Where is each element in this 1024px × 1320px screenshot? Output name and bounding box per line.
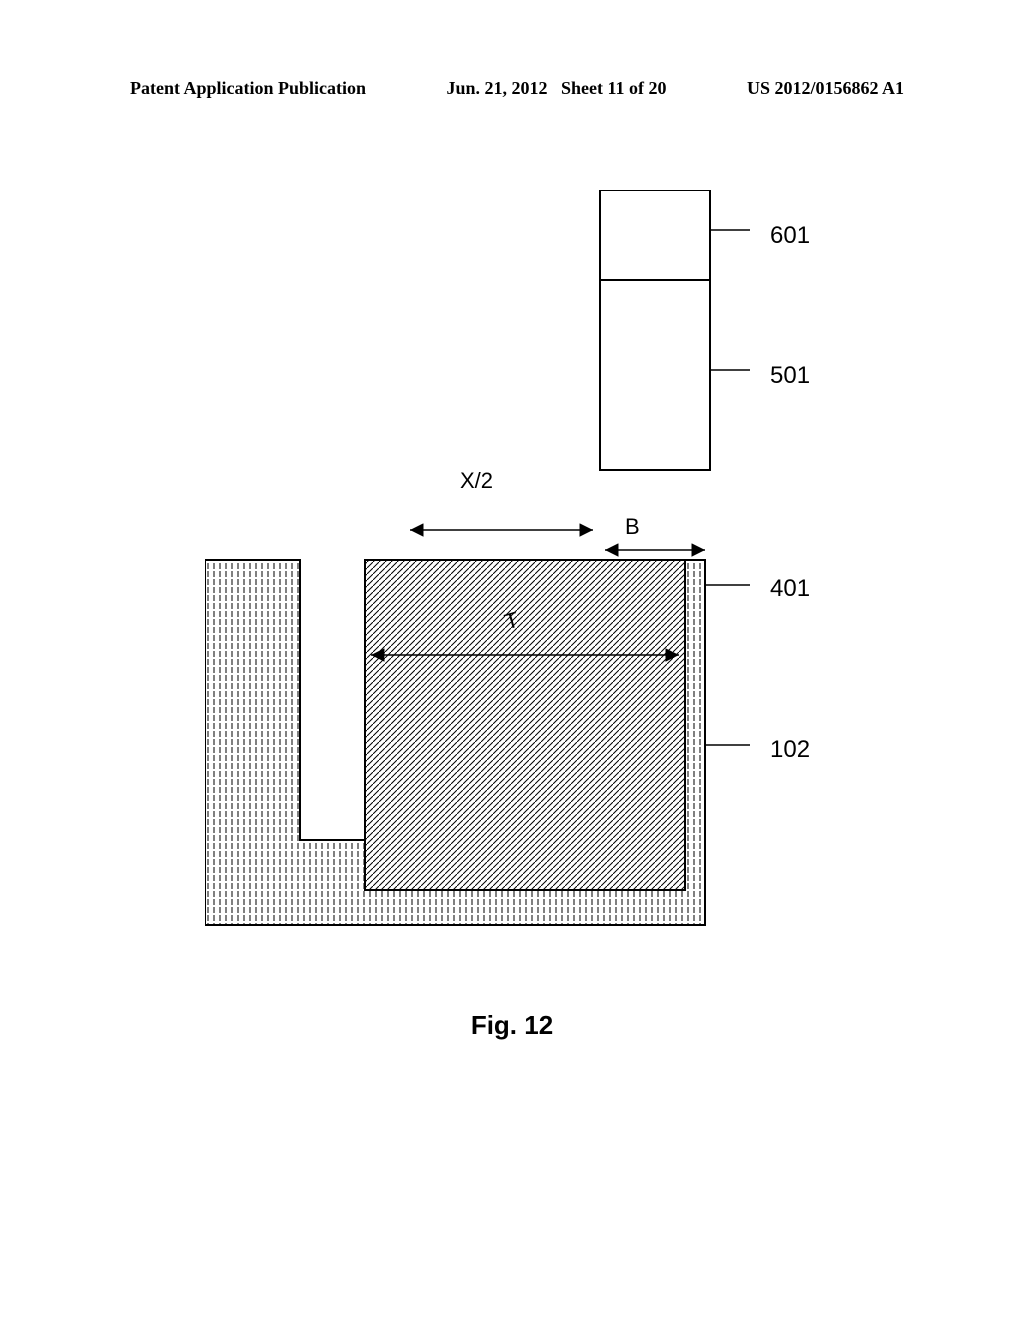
ref-401: 401	[770, 575, 810, 603]
dim-xhalf: X/2	[460, 468, 493, 494]
figure-label: Fig. 12	[0, 1010, 1024, 1041]
header-right: US 2012/0156862 A1	[747, 78, 904, 99]
ref-601: 601	[770, 222, 810, 250]
diagram-container	[205, 190, 765, 950]
dim-b: B	[625, 514, 640, 540]
ref-102: 102	[770, 736, 810, 764]
header-left: Patent Application Publication	[130, 78, 366, 99]
diagram-svg	[205, 190, 765, 950]
header-center: Jun. 21, 2012 Sheet 11 of 20	[446, 78, 666, 99]
page-header: Patent Application Publication Jun. 21, …	[0, 78, 1024, 99]
ref-501: 501	[770, 362, 810, 390]
